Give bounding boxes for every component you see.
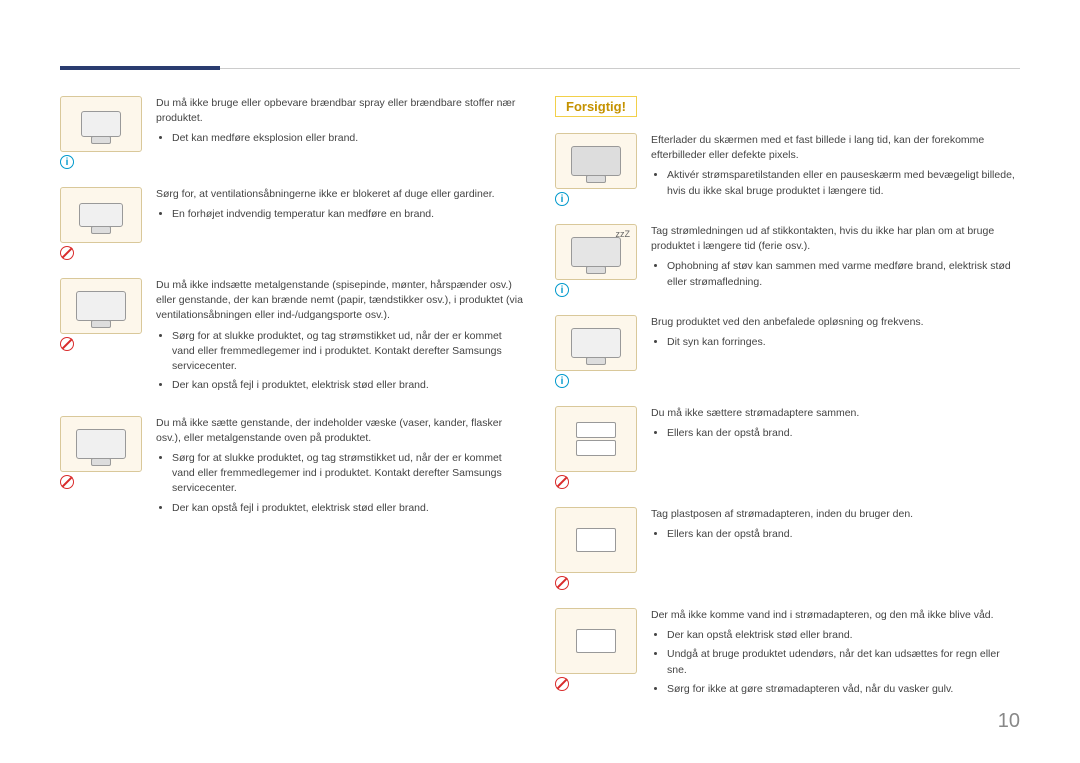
icon-slot [555,315,637,388]
illustration-resolution-icon [555,315,637,371]
prohibit-icon [60,475,74,489]
icon-slot [60,187,142,260]
main-text: Sørg for, at ventilationsåbningerne ikke… [156,187,525,202]
info-icon [555,374,569,388]
safety-item: zzZ Tag strømledningen ud af stikkontakt… [555,224,1020,297]
safety-item: Du må ikke bruge eller opbevare brændbar… [60,96,525,169]
main-text: Tag strømledningen ud af stikkontakten, … [651,224,1020,254]
icon-slot [60,96,142,169]
bullet-text: Det kan medføre eksplosion eller brand. [172,131,525,146]
bullet-text: Der kan opstå fejl i produktet, elektris… [172,378,525,393]
main-text: Brug produktet ved den anbefalede opløsn… [651,315,1020,330]
left-column: Du må ikke bruge eller opbevare brændbar… [60,96,525,719]
page-number: 10 [998,710,1020,733]
safety-item: Brug produktet ved den anbefalede opløsn… [555,315,1020,388]
icon-slot [555,507,637,590]
illustration-liquid-containers-icon [60,416,142,472]
main-text: Du må ikke indsætte metalgenstande (spis… [156,278,525,324]
main-text: Efterlader du skærmen med et fast billed… [651,133,1020,163]
right-column: Forsigtig! Efterlader du skærmen med et … [555,96,1020,719]
safety-item: Du må ikke sætte genstande, der indehold… [60,416,525,520]
prohibit-icon [60,337,74,351]
prohibit-icon [555,576,569,590]
safety-text: Du må ikke sætte genstande, der indehold… [156,416,525,520]
bullet-text: Ophobning af støv kan sammen med varme m… [667,259,1020,289]
content-columns: Du må ikke bruge eller opbevare brændbar… [60,96,1020,719]
illustration-metal-objects-icon [60,278,142,334]
bullet-text: Ellers kan der opstå brand. [667,527,1020,542]
prohibit-icon [555,475,569,489]
safety-item: Sørg for, at ventilationsåbningerne ikke… [60,187,525,260]
safety-text: Brug produktet ved den anbefalede opløsn… [651,315,1020,388]
icon-slot [60,278,142,398]
illustration-flammable-icon [60,96,142,152]
info-icon [555,192,569,206]
bullet-text: Undgå at bruge produktet udendørs, når d… [667,647,1020,677]
main-text: Du må ikke bruge eller opbevare brændbar… [156,96,525,126]
safety-item: Du må ikke sættere strømadaptere sammen.… [555,406,1020,489]
bullet-text: En forhøjet indvendig temperatur kan med… [172,207,525,222]
illustration-static-image-icon [555,133,637,189]
bullet-text: Der kan opstå fejl i produktet, elektris… [172,501,525,516]
info-icon [60,155,74,169]
icon-slot [60,416,142,520]
illustration-stacked-adapters-icon [555,406,637,472]
bullet-text: Dit syn kan forringes. [667,335,1020,350]
safety-text: Du må ikke indsætte metalgenstande (spis… [156,278,525,398]
main-text: Du må ikke sætte genstande, der indehold… [156,416,525,446]
illustration-adapter-water-icon [555,608,637,674]
bullet-text: Sørg for ikke at gøre strømadapteren våd… [667,682,1020,697]
info-icon [555,283,569,297]
bullet-text: Der kan opstå elektrisk stød eller brand… [667,628,1020,643]
safety-text: Du må ikke sættere strømadaptere sammen.… [651,406,1020,489]
safety-text: Tag strømledningen ud af stikkontakten, … [651,224,1020,297]
safety-text: Efterlader du skærmen med et fast billed… [651,133,1020,206]
bullet-text: Sørg for at slukke produktet, og tag str… [172,329,525,375]
bullet-text: Aktivér strømsparetilstanden eller en pa… [667,168,1020,198]
safety-item: Efterlader du skærmen med et fast billed… [555,133,1020,206]
icon-slot [555,406,637,489]
icon-slot [555,608,637,701]
safety-item: Du må ikke indsætte metalgenstande (spis… [60,278,525,398]
header-accent [60,66,220,70]
main-text: Tag plastposen af strømadapteren, inden … [651,507,1020,522]
icon-slot [555,133,637,206]
bullet-text: Sørg for at slukke produktet, og tag str… [172,451,525,497]
prohibit-icon [60,246,74,260]
safety-item: Tag plastposen af strømadapteren, inden … [555,507,1020,590]
illustration-adapter-bag-icon [555,507,637,573]
safety-text: Der må ikke komme vand ind i strømadapte… [651,608,1020,701]
safety-text: Du må ikke bruge eller opbevare brændbar… [156,96,525,169]
illustration-ventilation-icon [60,187,142,243]
caution-label: Forsigtig! [555,96,637,117]
main-text: Du må ikke sættere strømadaptere sammen. [651,406,1020,421]
bullet-text: Ellers kan der opstå brand. [667,426,1020,441]
safety-text: Sørg for, at ventilationsåbningerne ikke… [156,187,525,260]
safety-text: Tag plastposen af strømadapteren, inden … [651,507,1020,590]
illustration-unplug-icon: zzZ [555,224,637,280]
safety-item: Der må ikke komme vand ind i strømadapte… [555,608,1020,701]
main-text: Der må ikke komme vand ind i strømadapte… [651,608,1020,623]
icon-slot: zzZ [555,224,637,297]
prohibit-icon [555,677,569,691]
